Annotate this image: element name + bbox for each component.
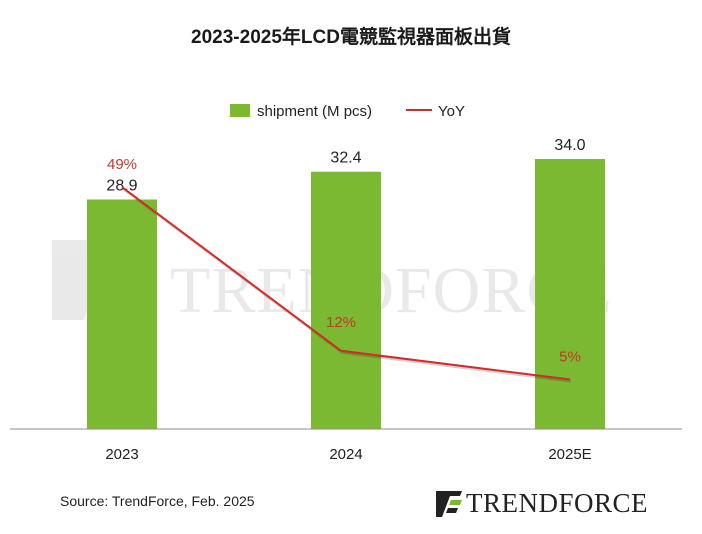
line-layer: 49% 12% 5% [107, 156, 581, 383]
bars-layer: 28.9 32.4 34.0 [87, 137, 605, 430]
logo-text: TRENDFORCE [466, 488, 649, 518]
bar-2025E [535, 159, 605, 429]
yoy-label-2025E: 5% [559, 349, 581, 366]
x-tick-label-2025E: 2025E [548, 446, 591, 463]
bar-label-2025E: 34.0 [554, 137, 585, 154]
watermark-logo-mark [52, 240, 150, 320]
chart-title: 2023-2025年LCD電競監視器面板出貨 [191, 27, 511, 48]
trendforce-logo: TRENDFORCE [436, 488, 648, 519]
yoy-label-2023: 49% [107, 156, 137, 173]
axis-layer: 2023 2024 2025E [10, 428, 682, 463]
bar-2024 [311, 171, 381, 430]
legend: shipment (M pcs) YoY [230, 103, 465, 120]
legend-swatch-shipment [230, 104, 250, 117]
legend-label-shipment: shipment (M pcs) [257, 103, 372, 120]
legend-label-yoy: YoY [438, 103, 465, 120]
bar-label-2023: 28.9 [106, 178, 137, 195]
x-tick-label-2023: 2023 [105, 446, 138, 463]
bar-label-2024: 32.4 [330, 150, 361, 167]
x-tick-label-2024: 2024 [329, 446, 362, 463]
source-note: Source: TrendForce, Feb. 2025 [60, 493, 255, 509]
bar-2023 [87, 199, 157, 429]
yoy-label-2024: 12% [326, 314, 356, 331]
yoy-line [121, 186, 571, 381]
logo-mark-icon [436, 490, 462, 517]
yoy-line-shadow [122, 188, 572, 383]
